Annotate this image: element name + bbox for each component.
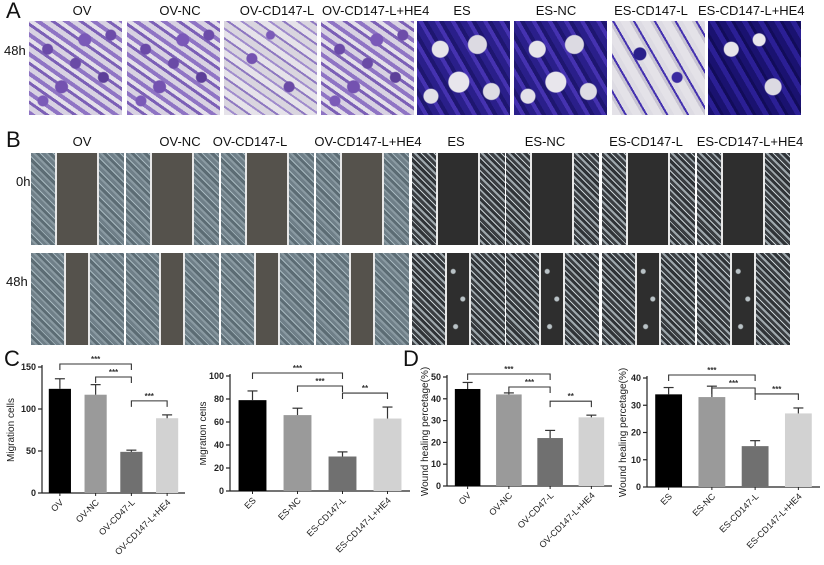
svg-text:80: 80 — [214, 394, 224, 404]
svg-text:OV-NC: OV-NC — [487, 490, 515, 518]
svg-text:***: *** — [293, 364, 303, 373]
wound-image-48h — [31, 253, 124, 345]
wound-image-48h — [126, 253, 219, 345]
svg-text:100: 100 — [21, 404, 36, 414]
svg-text:ES: ES — [242, 495, 258, 511]
column-label: OV — [72, 3, 92, 18]
wound-image-0h — [506, 153, 599, 245]
column-label: OV-NC — [159, 3, 201, 18]
svg-text:***: *** — [315, 377, 325, 386]
chart-c-left: 0 50 100 150 Migration cells OV OV-NC OV-CD47-L… — [0, 345, 210, 560]
svg-text:20: 20 — [431, 437, 441, 447]
transwell-image — [417, 21, 510, 115]
svg-text:100: 100 — [209, 371, 224, 381]
wound-image-0h — [316, 153, 409, 245]
row-label-0h: 0h — [16, 174, 31, 189]
svg-text:0: 0 — [436, 481, 441, 491]
wound-image-48h — [602, 253, 695, 345]
panel-letter-b: B — [6, 127, 21, 152]
transwell-image — [708, 21, 801, 115]
transwell-image — [127, 21, 220, 115]
transwell-image — [612, 21, 705, 115]
transwell-image — [224, 21, 317, 115]
svg-text:OV-CD47-L: OV-CD47-L — [516, 490, 556, 530]
svg-text:0: 0 — [219, 486, 224, 496]
svg-text:0: 0 — [636, 482, 641, 492]
panel-letter-d: D — [403, 346, 419, 371]
wound-image-0h — [602, 153, 695, 245]
column-label: ES-CD147-L+HE4 — [696, 134, 804, 149]
row-label-48h: 48h — [6, 274, 28, 289]
wound-image-0h — [126, 153, 219, 245]
svg-text:40: 40 — [431, 394, 441, 404]
column-label: ES-CD147-L+HE4 — [698, 3, 805, 18]
wound-image-48h — [697, 253, 790, 345]
panel-letter-c: C — [4, 346, 20, 371]
svg-text:50: 50 — [26, 446, 36, 456]
transwell-image — [321, 21, 414, 115]
chart-d-left: 0 10 20 30 40 50 Wound healing percetage(%) OV O… — [400, 345, 615, 560]
svg-text:**: ** — [568, 392, 575, 401]
svg-text:ES-CD147-L: ES-CD147-L — [305, 495, 348, 538]
svg-text:ES-NC: ES-NC — [690, 491, 717, 518]
svg-text:OV: OV — [49, 497, 65, 513]
svg-text:150: 150 — [21, 362, 36, 372]
svg-text:ES-CD147-L: ES-CD147-L — [717, 491, 760, 534]
svg-text:ES-NC: ES-NC — [276, 495, 303, 522]
chart-d-right: 0 10 20 30 40 Wound healing percetage(%) ES ES-… — [610, 345, 824, 560]
row-label-48h: 48h — [4, 43, 26, 58]
svg-text:Migration cells: Migration cells — [6, 398, 17, 462]
column-label: ES — [453, 3, 471, 18]
svg-text:OV: OV — [457, 490, 473, 506]
svg-text:***: *** — [707, 366, 717, 375]
svg-text:***: *** — [145, 392, 155, 401]
svg-text:Migration cells: Migration cells — [200, 402, 209, 466]
column-label: OV — [72, 134, 92, 149]
svg-text:ES: ES — [658, 491, 674, 507]
svg-text:**: ** — [362, 384, 369, 393]
svg-text:60: 60 — [214, 417, 224, 427]
wound-image-0h — [31, 153, 124, 245]
wound-image-0h — [412, 153, 505, 245]
wound-image-48h — [412, 253, 505, 345]
column-label: OV-CD147-L — [239, 3, 315, 18]
transwell-image — [29, 21, 122, 115]
column-label: ES-CD147-L — [609, 134, 683, 149]
panel-letter-a: A — [6, 0, 21, 23]
svg-text:10: 10 — [631, 455, 641, 465]
svg-text:10: 10 — [431, 459, 441, 469]
svg-text:***: *** — [91, 355, 101, 364]
svg-text:Wound healing percetage(%): Wound healing percetage(%) — [420, 367, 431, 496]
wound-image-0h — [221, 153, 314, 245]
svg-text:***: *** — [772, 385, 782, 394]
svg-text:***: *** — [729, 379, 739, 388]
svg-text:40: 40 — [631, 373, 641, 383]
wound-image-48h — [221, 253, 314, 345]
column-label: OV-NC — [159, 134, 201, 149]
svg-text:***: *** — [525, 378, 535, 387]
svg-text:30: 30 — [431, 416, 441, 426]
wound-image-0h — [697, 153, 790, 245]
svg-text:20: 20 — [214, 463, 224, 473]
svg-text:***: *** — [109, 368, 119, 377]
column-label: OV-CD147-L+HE4 — [322, 3, 430, 18]
wound-image-48h — [316, 253, 409, 345]
svg-text:0: 0 — [31, 488, 36, 498]
chart-c-right: 0 20 40 60 80 100 Migration cells ES ES-NC ES-CD1… — [198, 345, 415, 560]
svg-text:OV-NC: OV-NC — [74, 497, 102, 525]
svg-text:30: 30 — [631, 400, 641, 410]
column-label: OV-CD147-L+HE4 — [314, 134, 422, 149]
column-label: OV-CD147-L — [212, 134, 288, 149]
column-label: ES-NC — [535, 3, 577, 18]
column-label: ES-NC — [524, 134, 566, 149]
svg-text:***: *** — [504, 365, 514, 374]
column-label: ES-CD147-L — [614, 3, 688, 18]
svg-text:40: 40 — [214, 440, 224, 450]
svg-text:50: 50 — [431, 372, 441, 382]
transwell-image — [514, 21, 607, 115]
svg-text:20: 20 — [631, 428, 641, 438]
wound-image-48h — [506, 253, 599, 345]
svg-text:Wound healing percetage(%): Wound healing percetage(%) — [618, 368, 629, 497]
column-label: ES — [447, 134, 465, 149]
